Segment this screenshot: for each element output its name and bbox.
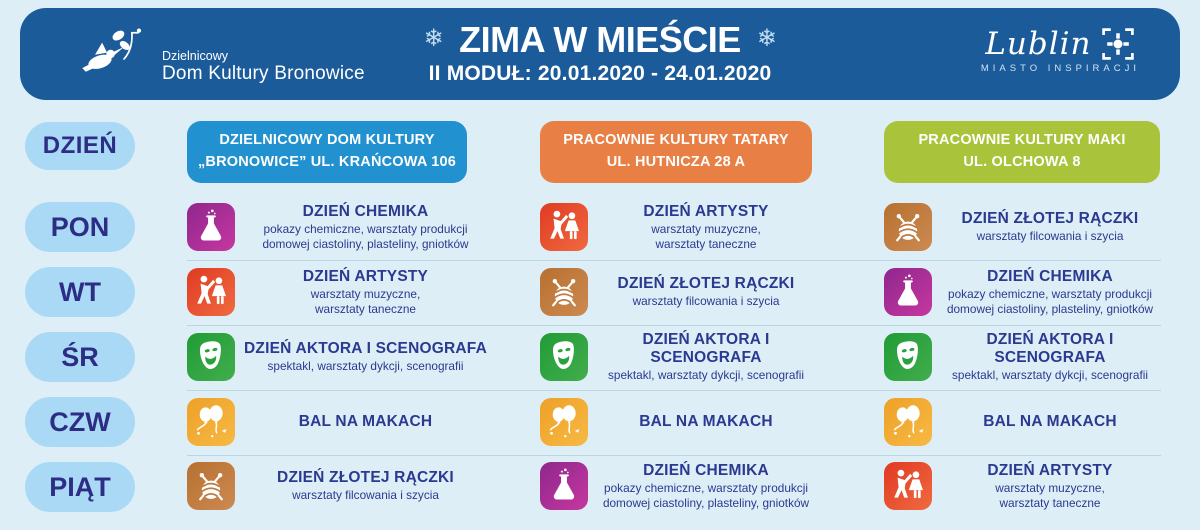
event-subtitle: warsztaty muzyczne, warsztaty taneczne — [310, 287, 421, 316]
dancers-icon — [187, 268, 235, 316]
event-title: DZIEŃ ZŁOTEJ RĄCZKI — [277, 469, 454, 487]
lublin-wordmark: Lublin — [985, 26, 1092, 62]
flask-icon — [884, 268, 932, 316]
event-subtitle: pokazy chemiczne, warsztaty produkcji do… — [602, 481, 810, 510]
event-subtitle: pokazy chemiczne, warsztaty produkcji do… — [946, 287, 1154, 316]
event-subtitle: spektakl, warsztaty dykcji, scenografii — [951, 368, 1149, 383]
balloons-icon — [187, 398, 235, 446]
mask-icon — [540, 333, 588, 381]
ddk-bronowice-logo: Dzielnicowy Dom Kultury Bronowice — [78, 18, 365, 90]
event-subtitle: warsztaty muzyczne, warsztaty taneczne — [995, 481, 1105, 510]
flask-icon — [540, 462, 588, 510]
event-subtitle: warsztaty filcowania i szycia — [292, 488, 439, 503]
lublin-logo: Lublin MIASTO INSPIRACJI — [981, 26, 1140, 74]
day-label-piat: PIĄT — [25, 462, 135, 512]
event-title: DZIEŃ CHEMIKA — [987, 268, 1113, 286]
event-cell: DZIEŃ ZŁOTEJ RĄCZKI warsztaty filcowania … — [884, 199, 1162, 255]
mask-icon — [187, 333, 235, 381]
event-cell: DZIEŃ CHEMIKA pokazy chemiczne, warsztaty… — [540, 458, 818, 514]
snowflake-icon: ❄ — [423, 25, 444, 52]
banner: Dzielnicowy Dom Kultury Bronowice ❄ ZIMA … — [20, 8, 1180, 100]
row-divider — [187, 390, 1161, 391]
dancers-icon — [540, 203, 588, 251]
yarn-icon — [187, 462, 235, 510]
lublin-tagline: MIASTO INSPIRACJI — [980, 63, 1140, 74]
column-header-maki: PRACOWNIE KULTURY MAKI UL. OLCHOWA 8 — [884, 121, 1160, 183]
event-title: DZIEŃ ARTYSTY — [987, 462, 1113, 480]
event-cell: DZIEŃ AKTORA I SCENOGRAFA spektakl, warsz… — [540, 329, 818, 385]
row-divider — [187, 260, 1161, 261]
event-cell: DZIEŃ CHEMIKA pokazy chemiczne, warsztaty… — [187, 199, 490, 255]
event-cell: DZIEŃ ARTYSTY warsztaty muzyczne, warszta… — [540, 199, 818, 255]
event-title: DZIEŃ CHEMIKA — [643, 462, 769, 480]
row-divider — [187, 455, 1161, 456]
logo-text-big: Dom Kultury Bronowice — [162, 63, 365, 85]
yarn-icon — [884, 203, 932, 251]
dancers-icon — [884, 462, 932, 510]
balloons-icon — [884, 398, 932, 446]
day-label-pon: PON — [25, 202, 135, 252]
day-label-wt: WT — [25, 267, 135, 317]
mask-icon — [884, 333, 932, 381]
event-cell: DZIEŃ ZŁOTEJ RĄCZKI warsztaty filcowania … — [187, 458, 490, 514]
event-cell: BAL NA MAKACH — [884, 394, 1162, 450]
column-header-tatary: PRACOWNIE KULTURY TATARY UL. HUTNICZA 28 … — [540, 121, 812, 183]
poster-subtitle: II MODUŁ: 20.01.2020 - 24.01.2020 — [428, 62, 772, 85]
event-title: BAL NA MAKACH — [639, 413, 773, 430]
event-title: DZIEŃ ARTYSTY — [643, 203, 769, 221]
hummingbird-flower-icon — [82, 28, 142, 72]
event-title: DZIEŃ CHEMIKA — [302, 203, 429, 221]
poster-title: ❄ ZIMA W MIEŚCIE ❄ — [423, 19, 777, 60]
row-divider — [187, 325, 1161, 326]
flask-icon — [187, 203, 235, 251]
event-subtitle: spektakl, warsztaty dykcji, scenografii — [267, 359, 464, 374]
event-subtitle: pokazy chemiczne, warsztaty produkcji do… — [262, 222, 469, 251]
event-cell: BAL NA MAKACH — [187, 394, 490, 450]
event-cell: DZIEŃ ARTYSTY warsztaty muzyczne, warszta… — [187, 264, 490, 320]
event-cell: DZIEŃ ARTYSTY warsztaty muzyczne, warszta… — [884, 458, 1162, 514]
event-title: DZIEŃ ZŁOTEJ RĄCZKI — [961, 210, 1139, 228]
day-label-czw: CZW — [25, 397, 135, 447]
logo-text-small: Dzielnicowy — [162, 48, 228, 63]
event-title: DZIEŃ ZŁOTEJ RĄCZKI — [617, 275, 795, 293]
event-title: DZIEŃ ARTYSTY — [302, 268, 429, 286]
event-title: DZIEŃ AKTORA I SCENOGRAFA — [642, 331, 770, 367]
event-title: BAL NA MAKACH — [298, 413, 433, 430]
event-title: DZIEŃ AKTORA I SCENOGRAFA — [986, 331, 1114, 367]
event-title: DZIEŃ AKTORA I SCENOGRAFA — [244, 340, 487, 358]
event-title: BAL NA MAKACH — [983, 413, 1117, 430]
snowflake-icon: ❄ — [756, 25, 777, 52]
event-cell: DZIEŃ AKTORA I SCENOGRAFA spektakl, warsz… — [187, 329, 490, 385]
day-column-header: DZIEŃ — [25, 122, 135, 170]
column-header-bronowice: DZIELNICOWY DOM KULTURY „BRONOWICE” UL. K… — [187, 121, 467, 183]
event-cell: DZIEŃ ZŁOTEJ RĄCZKI warsztaty filcowania … — [540, 264, 818, 320]
event-cell: DZIEŃ CHEMIKA pokazy chemiczne, warsztaty… — [884, 264, 1162, 320]
day-label-sr: ŚR — [25, 332, 135, 382]
event-subtitle: warsztaty muzyczne, warsztaty taneczne — [651, 222, 761, 251]
balloons-icon — [540, 398, 588, 446]
event-cell: DZIEŃ AKTORA I SCENOGRAFA spektakl, warsz… — [884, 329, 1162, 385]
event-subtitle: spektakl, warsztaty dykcji, scenografii — [607, 368, 805, 383]
event-cell: BAL NA MAKACH — [540, 394, 818, 450]
event-subtitle: warsztaty filcowania i szycia — [976, 229, 1124, 244]
event-subtitle: warsztaty filcowania i szycia — [632, 294, 780, 309]
yarn-icon — [540, 268, 588, 316]
lublin-emblem-icon — [1101, 28, 1134, 60]
